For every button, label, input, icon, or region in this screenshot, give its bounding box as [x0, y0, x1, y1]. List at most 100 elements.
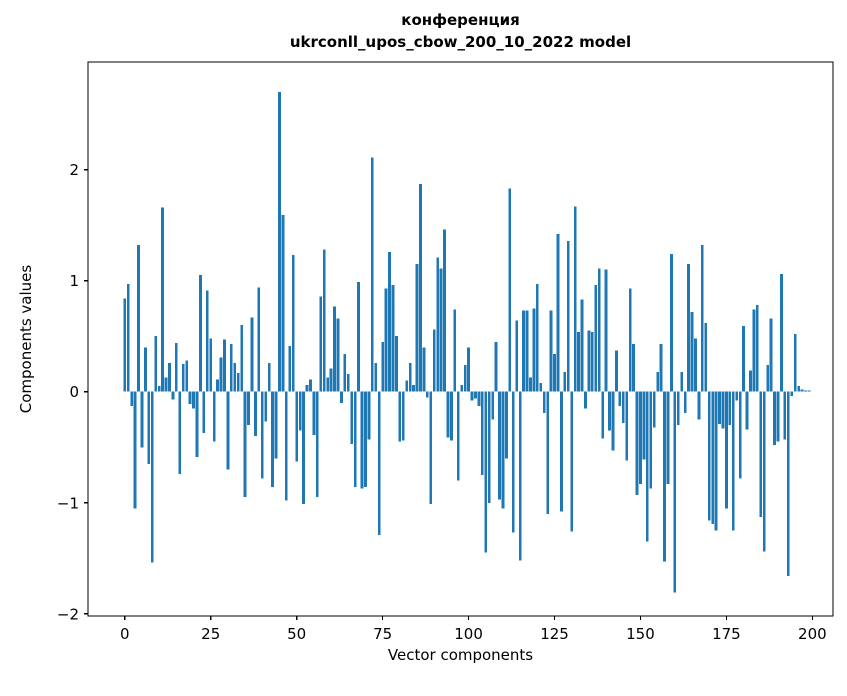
bar — [735, 391, 739, 401]
bar — [264, 391, 268, 422]
bar — [415, 264, 419, 392]
x-tick-label: 200 — [798, 625, 827, 643]
bar — [147, 391, 151, 464]
bar — [621, 391, 625, 423]
bar — [532, 308, 536, 392]
bar — [549, 310, 553, 392]
x-tick-label: 150 — [626, 625, 655, 643]
bar — [594, 285, 598, 392]
bar — [525, 310, 529, 392]
bar — [697, 391, 701, 420]
bar — [174, 342, 178, 392]
bar — [604, 269, 608, 392]
bar — [618, 391, 622, 407]
bar — [790, 391, 794, 397]
bar — [133, 391, 137, 509]
bar — [680, 371, 684, 392]
bar — [474, 391, 477, 399]
bar — [652, 391, 656, 428]
bar — [673, 391, 677, 593]
bar — [601, 391, 605, 439]
bar — [240, 325, 244, 392]
bar — [432, 329, 436, 392]
bar — [453, 309, 457, 392]
bar — [377, 391, 381, 535]
x-tick-label: 175 — [712, 625, 741, 643]
bar — [522, 310, 525, 392]
bar — [350, 391, 354, 444]
bar — [508, 188, 512, 392]
bar — [511, 391, 515, 533]
bar — [322, 249, 326, 392]
bar — [718, 391, 721, 424]
bar — [542, 391, 546, 413]
bar — [546, 391, 550, 514]
bar — [298, 391, 302, 431]
bar — [766, 365, 770, 392]
bar — [539, 382, 543, 392]
bar — [786, 391, 790, 577]
bar — [587, 330, 591, 392]
bar — [738, 391, 742, 479]
bar — [315, 391, 319, 498]
bar — [728, 391, 732, 426]
bar — [731, 391, 735, 531]
x-tick-label: 100 — [454, 625, 483, 643]
x-tick-label: 25 — [201, 625, 220, 643]
bar — [529, 377, 532, 392]
chart-title: конференция ukrconll_upos_cbow_200_10_20… — [88, 9, 833, 53]
bar — [639, 391, 642, 484]
bar — [615, 350, 618, 392]
bar — [236, 372, 240, 392]
bar — [395, 336, 398, 392]
bar — [625, 391, 629, 461]
bar — [229, 344, 233, 392]
bar — [793, 334, 797, 392]
bar — [467, 347, 470, 392]
y-tick-label: 0 — [69, 383, 79, 401]
bar — [250, 317, 254, 392]
bar — [168, 362, 171, 392]
bar — [233, 362, 237, 392]
bar — [456, 391, 460, 481]
bar — [759, 391, 763, 518]
bar — [243, 391, 247, 498]
bar — [439, 268, 443, 392]
bar — [346, 373, 350, 392]
bar — [704, 322, 708, 392]
bar — [333, 306, 336, 392]
bar — [209, 338, 213, 392]
bar — [721, 391, 725, 429]
bar — [212, 391, 216, 442]
axes-frame — [87, 61, 834, 617]
bar — [711, 391, 715, 524]
bar — [329, 368, 333, 392]
bar — [130, 391, 134, 407]
bar — [288, 346, 292, 392]
bar — [690, 311, 694, 392]
bar — [140, 391, 144, 448]
y-tick-label: −1 — [57, 494, 79, 512]
bar — [450, 391, 453, 441]
bar — [370, 157, 374, 392]
bar — [443, 229, 446, 392]
bar — [446, 391, 450, 438]
x-axis-label: Vector components — [387, 646, 534, 664]
bar — [535, 284, 539, 392]
bar — [309, 379, 312, 392]
bar — [807, 390, 811, 392]
bar — [518, 391, 522, 561]
y-tick-label: −2 — [57, 605, 79, 623]
bar — [336, 318, 340, 392]
bar — [422, 347, 426, 392]
bar — [260, 391, 264, 479]
bar — [391, 285, 395, 392]
bar — [185, 360, 189, 392]
bar — [484, 391, 488, 553]
bar — [192, 391, 195, 409]
bar — [343, 353, 347, 392]
bar — [429, 391, 433, 504]
bar — [188, 391, 192, 404]
bar — [460, 385, 464, 392]
bar — [161, 207, 164, 392]
